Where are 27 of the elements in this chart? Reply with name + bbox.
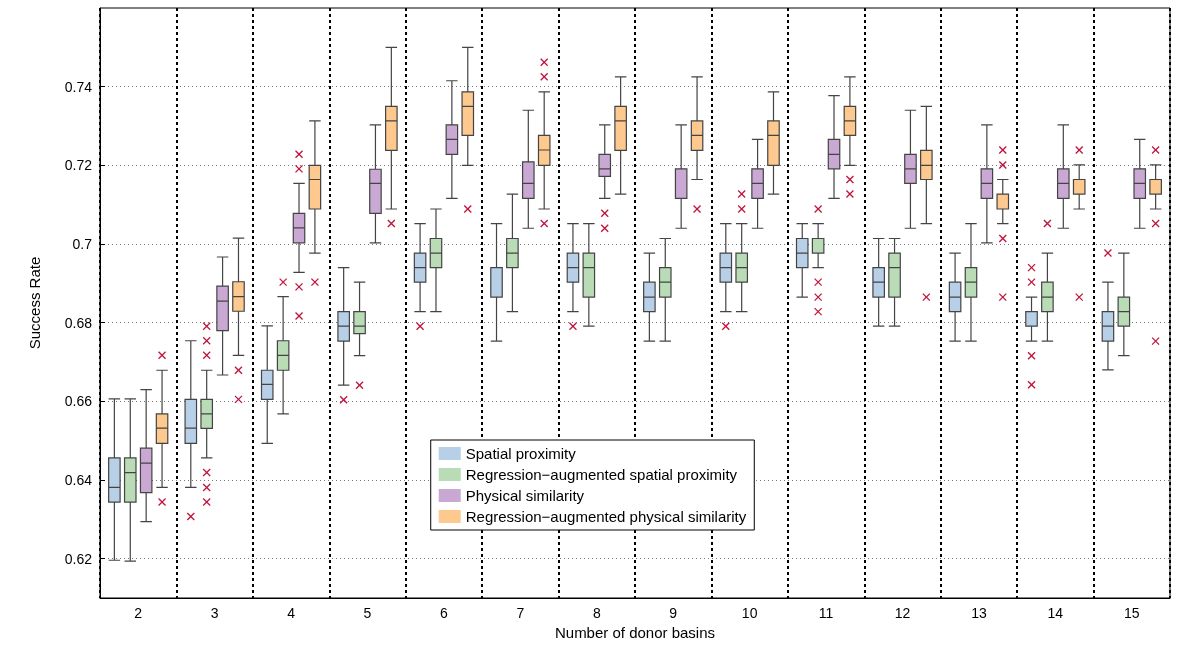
y-tick-label: 0.66 [64,393,93,410]
y-tick-label: 0.74 [64,78,93,95]
x-tick-label: 6 [440,605,449,621]
x-tick-label: 15 [1124,605,1140,621]
y-tick-label: 0.72 [64,157,93,174]
x-tick-label: 12 [894,605,911,621]
legend-label: Regression−augmented physical similarity [465,508,747,525]
y-tick-label: 0.68 [64,314,93,331]
legend-label: Regression−augmented spatial proximity [465,466,738,483]
x-tick-label: 11 [818,605,834,621]
legend-label: Physical similarity [465,487,585,504]
x-tick-label: 4 [287,605,296,621]
y-axis-title: Success Rate [26,256,43,350]
y-tick-label: 0.62 [64,550,93,567]
x-tick-label: 10 [741,605,758,621]
x-tick-label: 8 [592,605,601,621]
x-tick-label: 14 [1047,605,1064,621]
x-tick-label: 9 [669,605,678,621]
legend-label: Spatial proximity [465,445,577,462]
y-tick-label: 0.7 [72,236,93,252]
x-tick-label: 7 [516,605,525,621]
x-tick-label: 5 [363,605,372,621]
x-tick-label: 2 [134,605,143,621]
x-tick-label: 13 [971,605,987,621]
x-axis-title: Number of donor basins [554,623,716,641]
y-tick-label: 0.64 [64,472,93,488]
x-tick-label: 3 [210,605,219,621]
